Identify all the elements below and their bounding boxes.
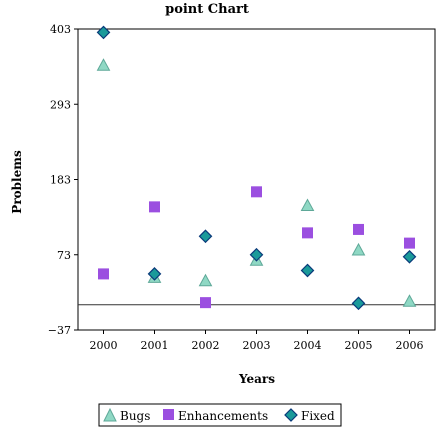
bugs-point [351, 242, 366, 256]
legend-fixed-marker [284, 408, 298, 422]
x-tick-label: 2005 [345, 339, 373, 352]
fixed-point [249, 247, 264, 262]
x-tick-label: 2001 [141, 339, 169, 352]
x-tick-label: 2002 [192, 339, 220, 352]
x-axis-title: Years [238, 372, 275, 386]
y-axis: 403 293 183 73 −37 [48, 23, 78, 337]
legend-box [98, 403, 342, 427]
y-tick-label: 403 [50, 23, 71, 36]
legend: Bugs Enhancements Fixed [98, 403, 342, 427]
legend-enhancements-label: Enhancements [178, 409, 268, 423]
x-tick-label: 2000 [90, 339, 118, 352]
y-tick-label: 183 [50, 174, 71, 187]
legend-bugs-label: Bugs [120, 409, 150, 423]
enhancements-point [98, 268, 109, 280]
x-axis: 2000 2001 2002 2003 2004 2005 2006 [90, 330, 424, 352]
fixed-point [198, 229, 213, 244]
data-points [96, 25, 417, 311]
enhancements-point [302, 227, 313, 239]
fixed-point [147, 267, 162, 281]
fixed-point [351, 296, 366, 311]
bugs-point [402, 294, 417, 307]
fixed-point [402, 249, 417, 264]
enhancements-point [149, 201, 160, 213]
fixed-point [300, 263, 315, 278]
y-tick-label: −37 [48, 324, 71, 337]
legend-enhancements-marker [163, 409, 174, 420]
enhancements-point [404, 237, 415, 249]
bugs-point [300, 198, 315, 211]
y-axis-title: Problems [10, 150, 24, 214]
fixed-point [96, 25, 111, 40]
legend-bugs-marker [103, 407, 117, 422]
x-tick-label: 2003 [243, 339, 271, 352]
y-tick-label: 293 [50, 98, 71, 111]
bugs-point [198, 273, 213, 287]
y-tick-label: 73 [57, 249, 71, 262]
x-tick-label: 2006 [396, 339, 424, 352]
plot-area [77, 28, 436, 331]
enhancements-point [200, 297, 211, 309]
legend-fixed-label: Fixed [301, 409, 335, 423]
x-tick-label: 2004 [294, 339, 322, 352]
enhancements-point [353, 223, 364, 235]
enhancements-point [251, 186, 262, 198]
bugs-point [96, 58, 111, 71]
chart-title: point Chart [165, 2, 249, 17]
